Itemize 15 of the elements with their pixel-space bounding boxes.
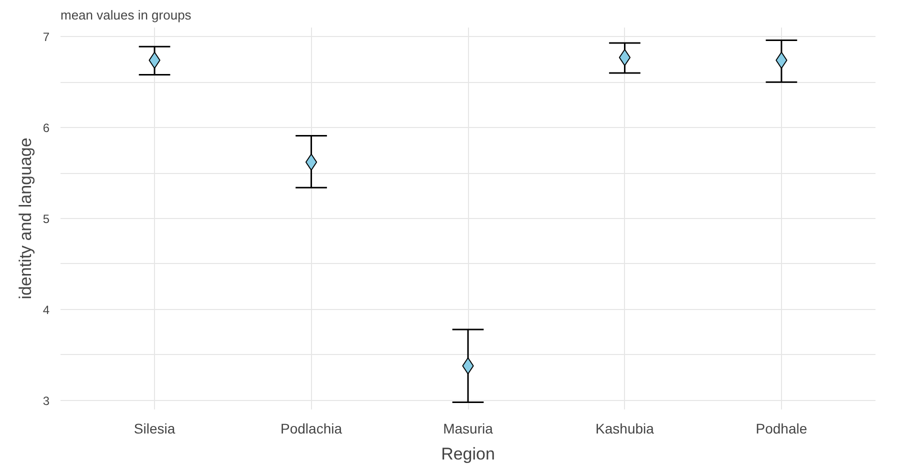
point: [305, 154, 318, 171]
chart-title: mean values in groups: [60, 8, 192, 22]
x-tick-label: Kashubia: [596, 420, 654, 436]
y-tick-label: 5: [42, 212, 50, 226]
y-tick-label: 7: [42, 30, 50, 44]
y-axis-title: identity and language: [16, 138, 35, 300]
y-tick-label: 4: [42, 302, 50, 317]
x-axis-title: Region: [441, 444, 495, 464]
x-tick-label: Masuria: [443, 420, 494, 436]
y-tick-label: 3: [42, 394, 50, 408]
x-tick-label: Podlachia: [280, 420, 342, 436]
point: [618, 49, 631, 66]
y-tick-label: 6: [42, 121, 50, 136]
x-tick-label: Silesia: [134, 420, 176, 436]
x-tick-label: Podhale: [756, 420, 808, 436]
